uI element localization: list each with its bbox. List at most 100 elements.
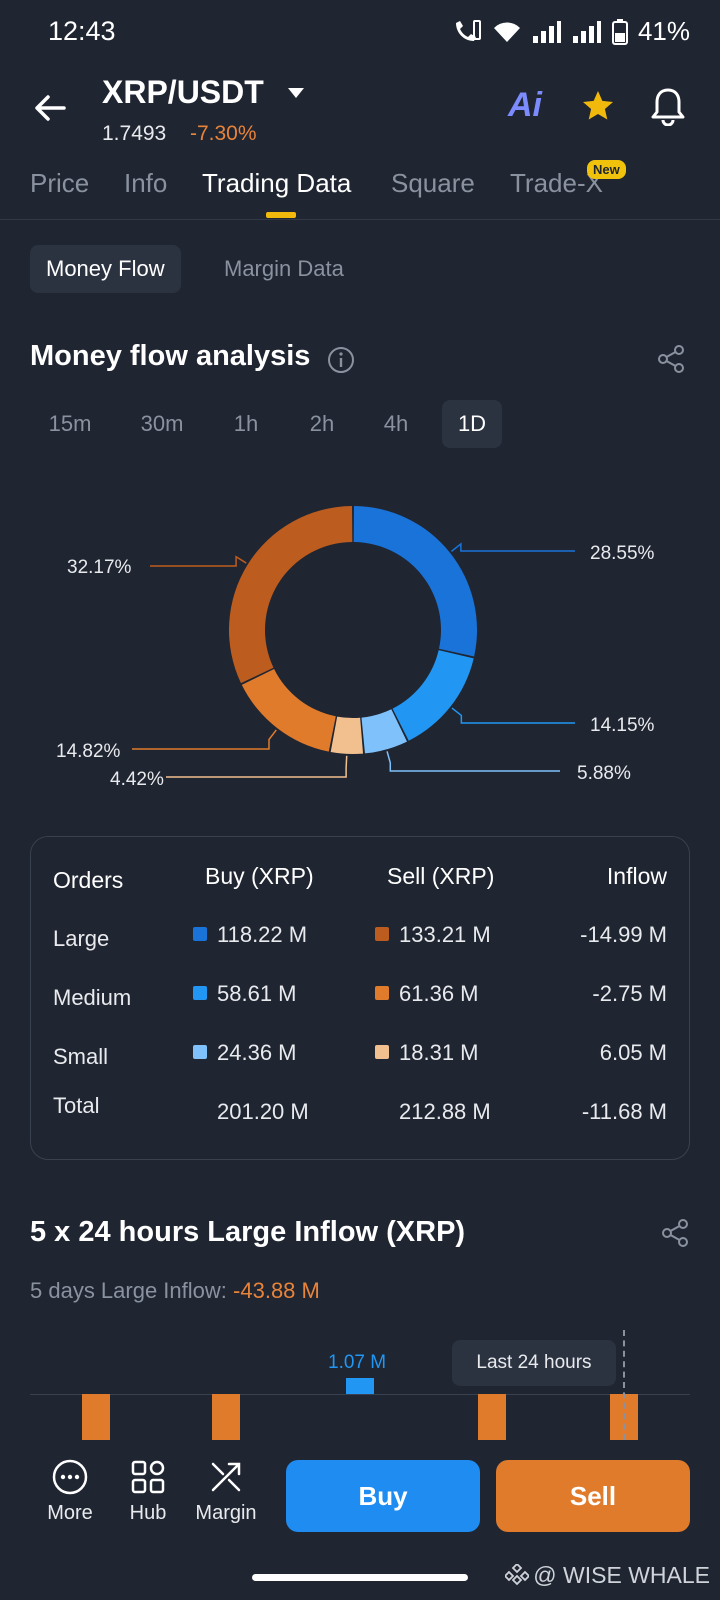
new-badge: New bbox=[587, 160, 626, 179]
caret-down-icon bbox=[288, 88, 304, 98]
back-button[interactable] bbox=[30, 88, 70, 128]
row-sell-large: 133.21 M bbox=[375, 922, 491, 948]
slice-label-medium-sell: 14.82% bbox=[56, 741, 121, 762]
bar-day-4 bbox=[478, 1394, 506, 1440]
donut-slice-large-sell[interactable] bbox=[229, 506, 353, 684]
leader-line-small-sell bbox=[166, 755, 348, 778]
row-buy-small: 24.36 M bbox=[193, 1040, 297, 1066]
donut-slice-medium-buy[interactable] bbox=[392, 650, 474, 741]
nav-margin[interactable]: Margin bbox=[186, 1458, 266, 1525]
hub-icon bbox=[131, 1460, 165, 1494]
nav-margin-label: Margin bbox=[195, 1502, 257, 1524]
chart-tooltip: Last 24 hours bbox=[452, 1340, 616, 1386]
bell-icon[interactable] bbox=[650, 86, 686, 131]
header-buy: Buy (XRP) bbox=[205, 863, 314, 889]
subtab-margin-data[interactable]: Margin Data bbox=[224, 256, 344, 281]
bottom-action-bar: More Hub Margin Buy Sell bbox=[0, 1440, 720, 1540]
leader-line-medium-sell bbox=[132, 729, 277, 750]
main-tabs: Price Info Trading Data Square Trade-X bbox=[0, 160, 720, 220]
nav-hub[interactable]: Hub bbox=[108, 1458, 188, 1525]
ai-icon[interactable]: Ai bbox=[508, 86, 542, 124]
status-time: 12:43 bbox=[48, 16, 116, 46]
row-sell-medium: 61.36 M bbox=[375, 981, 479, 1007]
binance-logo-icon bbox=[505, 1563, 530, 1585]
subtab-money-flow[interactable]: Money Flow bbox=[30, 245, 181, 293]
back-arrow-icon bbox=[35, 95, 66, 121]
timeframe-15m[interactable]: 15m bbox=[48, 411, 92, 436]
row-label-small: Small bbox=[53, 1044, 109, 1069]
leader-line-large-sell bbox=[150, 555, 247, 567]
nav-more-label: More bbox=[47, 1502, 93, 1524]
sell-button[interactable]: Sell bbox=[496, 1460, 690, 1532]
chart-baseline bbox=[30, 1394, 690, 1395]
five-day-inflow-summary: 5 days Large Inflow: -43.88 M bbox=[30, 1278, 320, 1304]
row-label-total: Total bbox=[53, 1093, 100, 1118]
buy-button[interactable]: Buy bbox=[286, 1460, 480, 1532]
five-day-inflow-value: -43.88 M bbox=[233, 1278, 320, 1303]
legend-square-small-buy bbox=[193, 1045, 207, 1059]
nav-more[interactable]: More bbox=[30, 1458, 110, 1525]
money-flow-title: Money flow analysis bbox=[30, 340, 311, 372]
signal-icon bbox=[532, 20, 561, 43]
status-bar: 12:43 41% bbox=[0, 0, 720, 64]
leader-line-small-buy bbox=[386, 751, 560, 772]
wifi-call-icon bbox=[455, 19, 481, 41]
row-label-large: Large bbox=[53, 926, 110, 951]
margin-icon bbox=[211, 1462, 241, 1492]
timeframe-1h[interactable]: 1h bbox=[233, 411, 259, 436]
row-sell-small: 18.31 M bbox=[375, 1040, 479, 1066]
wifi-icon bbox=[493, 21, 520, 42]
leader-line-large-buy bbox=[450, 542, 575, 552]
header-sell: Sell (XRP) bbox=[387, 863, 495, 889]
home-indicator[interactable] bbox=[252, 1574, 468, 1581]
battery-percent: 41% bbox=[637, 16, 690, 46]
row-inflow-medium: -2.75 M bbox=[592, 981, 667, 1006]
large-inflow-bar-chart: 1.07 M Last 24 hours bbox=[30, 1330, 690, 1440]
money-flow-donut-chart: 28.55% 14.15% 5.88% 4.42% 14.82% 32.17% bbox=[0, 495, 720, 815]
battery-icon bbox=[611, 18, 628, 45]
bar-day-3-label: 1.07 M bbox=[328, 1352, 387, 1373]
large-inflow-title: 5 x 24 hours Large Inflow (XRP) bbox=[30, 1216, 466, 1248]
bar-day-2 bbox=[212, 1394, 240, 1440]
donut-slice-small-buy[interactable] bbox=[361, 709, 407, 754]
leader-line-medium-buy bbox=[451, 707, 575, 724]
donut-slice-large-buy[interactable] bbox=[353, 506, 477, 657]
row-inflow-large: -14.99 M bbox=[580, 922, 667, 947]
row-buy-medium: 58.61 M bbox=[193, 981, 297, 1007]
tab-info[interactable]: Info bbox=[124, 168, 168, 198]
legend-square-large-buy bbox=[193, 927, 207, 941]
share-icon-2[interactable] bbox=[660, 1218, 690, 1253]
donut-slice-medium-sell[interactable] bbox=[241, 668, 336, 752]
tab-square[interactable]: Square bbox=[391, 168, 475, 198]
last-price: 1.7493 bbox=[102, 122, 167, 145]
nav-hub-label: Hub bbox=[129, 1502, 167, 1524]
row-sell-total: 212.88 M bbox=[399, 1099, 491, 1124]
header: XRP/USDT 1.7493 -7.30% Ai bbox=[0, 66, 720, 156]
row-inflow-small: 6.05 M bbox=[599, 1040, 667, 1065]
slice-label-small-sell: 4.42% bbox=[110, 769, 164, 790]
pair-title[interactable]: XRP/USDT bbox=[102, 74, 264, 110]
info-icon[interactable] bbox=[327, 346, 355, 379]
share-icon[interactable] bbox=[656, 344, 686, 379]
more-icon bbox=[52, 1459, 88, 1495]
favorite-star-icon[interactable] bbox=[580, 88, 616, 129]
tab-price[interactable]: Price bbox=[30, 168, 90, 198]
watermark-text: @ WISE WHALE bbox=[533, 1562, 710, 1588]
timeframe-1d[interactable]: 1D bbox=[442, 400, 502, 448]
timeframe-4h[interactable]: 4h bbox=[383, 411, 409, 436]
crosshair-line bbox=[623, 1330, 625, 1440]
pair-dropdown[interactable] bbox=[287, 86, 305, 104]
row-buy-total: 201.20 M bbox=[217, 1099, 309, 1124]
header-orders: Orders bbox=[53, 867, 124, 893]
header-inflow: Inflow bbox=[606, 863, 667, 889]
legend-square-medium-buy bbox=[193, 986, 207, 1000]
timeframe-30m[interactable]: 30m bbox=[140, 411, 184, 436]
donut-slice-small-sell[interactable] bbox=[330, 716, 364, 754]
five-day-inflow-label: 5 days Large Inflow: bbox=[30, 1278, 227, 1303]
slice-label-large-sell: 32.17% bbox=[67, 557, 132, 578]
row-label-medium: Medium bbox=[53, 985, 132, 1010]
timeframe-2h[interactable]: 2h bbox=[309, 411, 335, 436]
price-change: -7.30% bbox=[190, 122, 257, 145]
active-tab-indicator bbox=[266, 212, 296, 218]
tab-trading-data[interactable]: Trading Data bbox=[202, 168, 352, 198]
